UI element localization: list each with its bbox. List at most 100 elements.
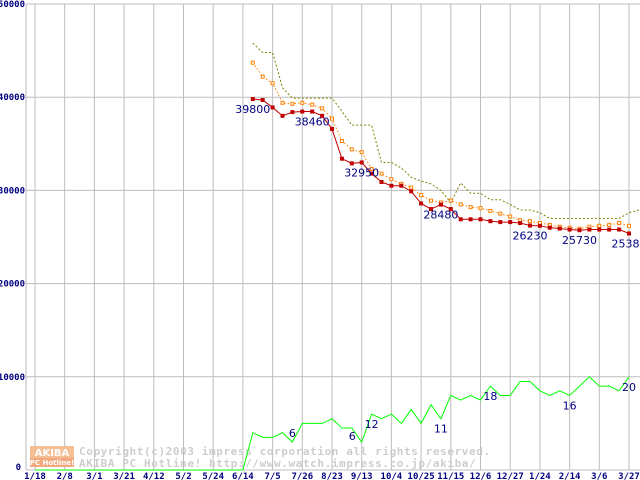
series-min-point xyxy=(458,217,463,222)
series-min-point xyxy=(369,171,374,176)
series-layer xyxy=(35,42,640,471)
shop-count-label: 11 xyxy=(434,423,448,436)
series-min-point xyxy=(488,219,493,224)
x-tick-label: 1/24 xyxy=(529,472,551,480)
data-labels: 39800 38460 32950 28480 26230 25730 25380 6 6 12 1… xyxy=(235,103,640,443)
series-average-point xyxy=(458,202,463,207)
series-average-point xyxy=(260,74,265,79)
x-tick-label: 2/8 xyxy=(57,472,73,480)
x-tick-label: 8/23 xyxy=(321,472,343,480)
x-tick-label: 10/4 xyxy=(381,472,403,480)
series-min-point xyxy=(468,217,473,222)
series-min-point xyxy=(339,156,344,161)
series-average-point xyxy=(369,166,374,171)
shop-count-label: 12 xyxy=(365,418,379,431)
x-tick-label: 12/6 xyxy=(470,472,492,480)
series-min-point xyxy=(607,227,612,232)
series-min-point xyxy=(508,220,513,225)
x-tick-label: 3/27 xyxy=(618,472,640,480)
price-label: 26230 xyxy=(513,230,548,243)
series-min-point xyxy=(438,202,443,207)
x-tick-label: 3/21 xyxy=(113,472,135,480)
shop-count-label: 16 xyxy=(563,399,577,412)
series-average-line xyxy=(252,62,630,230)
y-tick-label: 40000 xyxy=(0,93,25,103)
series-min-point xyxy=(597,227,602,232)
series-average-point xyxy=(419,193,424,198)
x-tick-label: 12/27 xyxy=(497,472,524,480)
series-min-point xyxy=(528,223,532,228)
x-tick-label: 1/18 xyxy=(24,472,46,480)
series-average-point xyxy=(270,81,275,86)
shop-count-label: 6 xyxy=(349,430,356,443)
series-average-point xyxy=(290,101,295,106)
series-min-point xyxy=(349,161,354,166)
series-min-point xyxy=(577,228,582,233)
x-tick-label: 3/6 xyxy=(591,472,607,480)
series-average-point xyxy=(488,208,493,213)
series-average-point xyxy=(468,205,473,210)
series-min-point xyxy=(627,231,631,236)
x-tick-label: 7/26 xyxy=(291,472,313,480)
series-average-point xyxy=(300,100,305,105)
series-average-point xyxy=(409,185,414,190)
series-min-point xyxy=(260,97,265,102)
series-min-point xyxy=(320,113,325,118)
watermark-logo-text: AKIBA xyxy=(35,448,70,459)
series-average-point xyxy=(597,223,602,228)
y-tick-label: 20000 xyxy=(0,280,25,290)
series-average-point xyxy=(310,102,315,107)
series-average-point xyxy=(528,219,532,224)
price-label: 38460 xyxy=(295,116,330,129)
series-min-point xyxy=(617,227,622,232)
watermark: AKIBA PC Hotline! Copyright(c)2003 impre… xyxy=(30,445,491,470)
series-min-point xyxy=(557,226,562,231)
watermark-logo-sub xyxy=(30,458,74,467)
watermark-copyright: Copyright(c)2003 impress corporation all… xyxy=(79,445,491,458)
y-tick-label: 10000 xyxy=(0,373,25,383)
series-min-point xyxy=(330,126,334,131)
series-average-point xyxy=(627,223,631,228)
series-min-point xyxy=(547,225,552,230)
shop-count-label: 20 xyxy=(622,381,636,394)
series-average-point xyxy=(330,116,334,121)
series-max-line xyxy=(252,42,640,219)
series-min-point xyxy=(478,217,483,222)
x-tick-label: 7/5 xyxy=(264,472,280,480)
price-label: 39800 xyxy=(235,103,270,116)
series-min-point xyxy=(250,97,255,102)
series-average-point xyxy=(617,221,622,226)
price-label: 25380 xyxy=(612,237,640,250)
series-min-point xyxy=(270,105,275,110)
series-average-point xyxy=(389,177,394,182)
series-average-point xyxy=(339,139,344,144)
series-min-point xyxy=(300,109,305,114)
watermark-url: AKIBA PC Hotline! http://www.watch.impre… xyxy=(79,457,476,470)
price-label: 28480 xyxy=(423,209,458,222)
series-min-point xyxy=(359,160,364,165)
series-average-point xyxy=(478,206,483,211)
x-tick-label: 11/15 xyxy=(437,472,464,480)
series-min-point xyxy=(419,201,424,206)
y-tick-label: 50000 xyxy=(0,0,25,10)
watermark-logo xyxy=(30,446,74,458)
series-min-point xyxy=(310,109,315,114)
series-min-point xyxy=(518,221,523,226)
shop-count-label: 6 xyxy=(289,427,296,440)
price-label: 25730 xyxy=(562,234,597,247)
x-tick-label: 9/13 xyxy=(351,472,373,480)
series-min-point xyxy=(587,227,592,232)
x-tick-label: 10/25 xyxy=(408,472,435,480)
series-min-point xyxy=(399,183,404,188)
series-average-point xyxy=(607,222,612,227)
series-min-point xyxy=(290,110,295,115)
series-average-point xyxy=(429,198,433,203)
x-tick-label: 3/1 xyxy=(86,472,102,480)
x-tick-label: 5/24 xyxy=(202,472,224,480)
grid xyxy=(25,3,640,471)
series-average-point xyxy=(448,198,453,203)
series-average-point xyxy=(250,60,255,65)
series-min-point xyxy=(429,207,433,212)
